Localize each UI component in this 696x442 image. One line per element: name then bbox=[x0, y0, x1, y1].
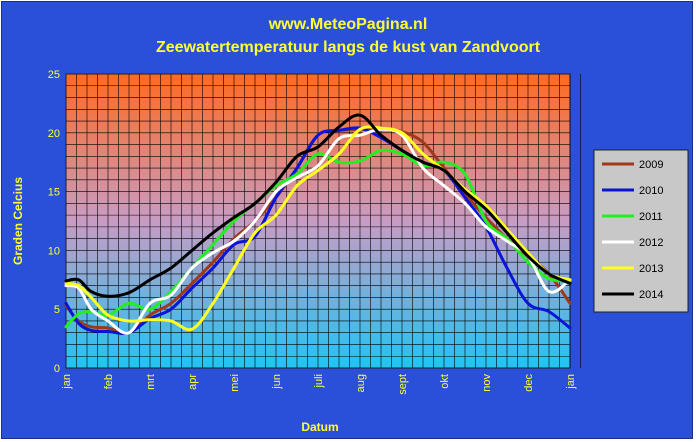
series-line-2011 bbox=[64, 148, 572, 329]
legend-box bbox=[593, 149, 689, 313]
series-layer bbox=[64, 113, 572, 335]
legend: 2009 2010 2011 2012 2013 2014 bbox=[602, 159, 663, 301]
x-tick-label: okt bbox=[439, 374, 451, 389]
axes-layer: 0 5 10 15 20 25 jan feb mrt apr mei jun juli aug sept o… bbox=[48, 69, 577, 395]
y-tick-label: 0 bbox=[54, 363, 60, 375]
x-tick-label: jun bbox=[271, 374, 283, 390]
legend-label-2014: 2014 bbox=[639, 289, 663, 301]
x-tick-label: sept bbox=[397, 374, 409, 395]
x-tick-label: feb bbox=[103, 374, 115, 389]
legend-label-2013: 2013 bbox=[639, 263, 663, 275]
y-tick-label: 10 bbox=[48, 245, 60, 257]
y-tick-label: 20 bbox=[48, 128, 60, 140]
chart-subtitle: Zeewatertemperatuur langs de kust van Za… bbox=[155, 39, 541, 56]
x-tick-label: aug bbox=[355, 374, 367, 392]
x-tick-label: dec bbox=[523, 374, 535, 392]
y-tick-label: 15 bbox=[48, 187, 60, 199]
x-tick-label: juli bbox=[313, 374, 325, 388]
x-axis-label: Datum bbox=[301, 420, 338, 434]
legend-label-2010: 2010 bbox=[639, 185, 663, 197]
chart-title: www.MeteoPagina.nl bbox=[268, 16, 428, 33]
y-axis-label: Graden Celcius bbox=[11, 177, 25, 265]
y-tick-label: 25 bbox=[48, 69, 60, 81]
legend-label-2011: 2011 bbox=[639, 211, 663, 223]
y-tick-label: 5 bbox=[54, 304, 60, 316]
x-tick-label: jan bbox=[565, 374, 577, 390]
x-tick-label: mei bbox=[229, 374, 241, 392]
series-line-2014 bbox=[64, 113, 572, 298]
x-tick-label: jan bbox=[61, 374, 73, 390]
x-tick-label: apr bbox=[187, 374, 199, 390]
series-line-2012 bbox=[64, 127, 572, 335]
x-tick-label: nov bbox=[481, 374, 493, 392]
x-tick-label: mrt bbox=[145, 374, 157, 390]
legend-label-2009: 2009 bbox=[639, 159, 663, 171]
series-line-2013 bbox=[64, 125, 572, 332]
legend-label-2012: 2012 bbox=[639, 237, 663, 249]
